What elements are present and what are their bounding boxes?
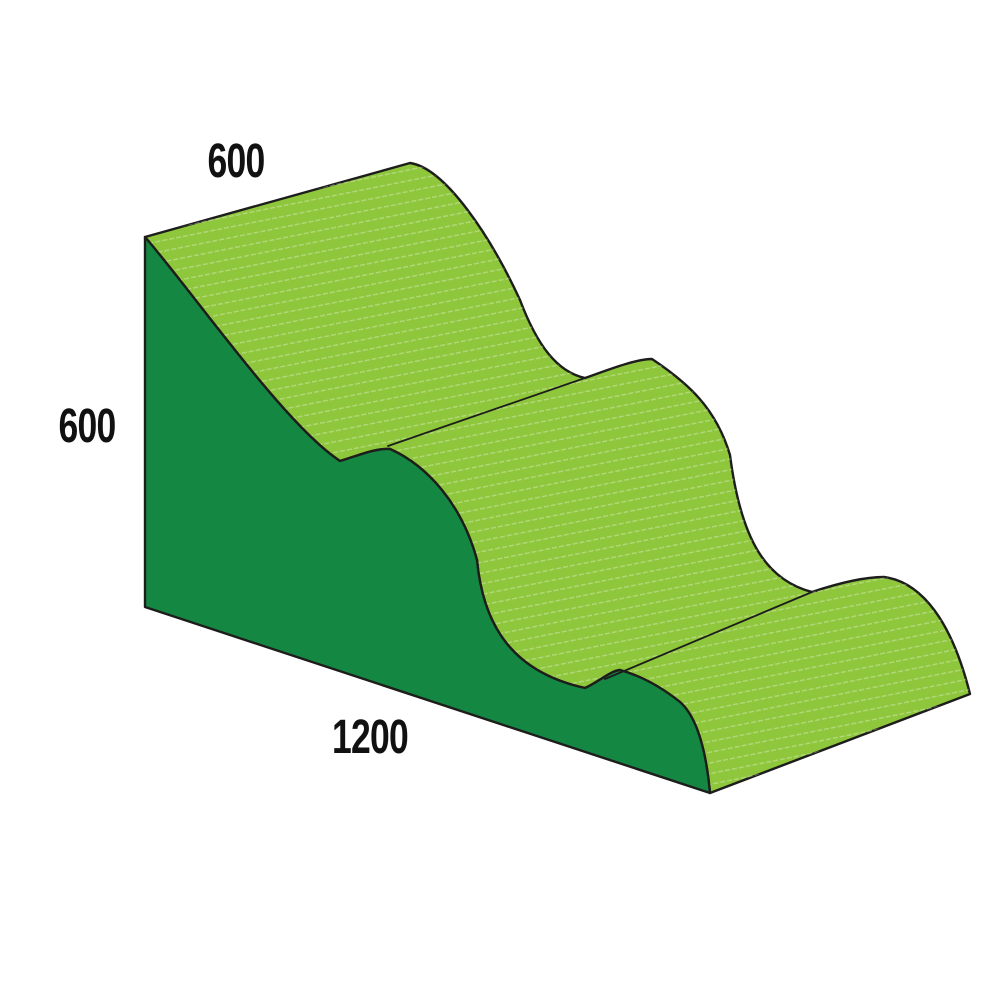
dimension-label-length: 1200: [332, 710, 408, 763]
drawing-outline-group: [143, 161, 972, 795]
dimension-label-height: 600: [58, 399, 115, 452]
dimension-label-depth: 600: [207, 134, 264, 187]
wave-seam-line-2: [604, 591, 813, 680]
wave-seam-line-1: [387, 377, 586, 447]
front-face: [143, 235, 712, 795]
